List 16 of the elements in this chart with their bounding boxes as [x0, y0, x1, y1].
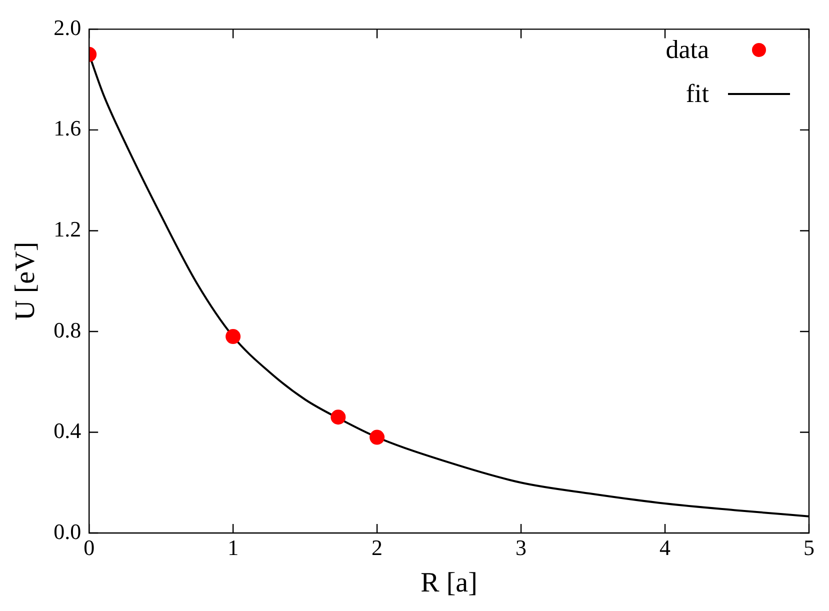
legend-label: data [666, 35, 709, 65]
x-tick-label: 2 [372, 534, 383, 560]
y-tick-label: 0.8 [54, 317, 82, 342]
x-tick-label: 1 [228, 534, 239, 560]
x-tick-label: 0 [84, 534, 95, 560]
y-axis-title: U [eV] [10, 242, 42, 320]
x-tick-label: 3 [516, 534, 527, 560]
y-tick-label: 2.0 [54, 14, 82, 40]
legend-label: fit [686, 79, 709, 109]
y-tick-label: 0.0 [54, 518, 82, 544]
x-tick-label: 4 [660, 534, 671, 560]
y-tick-label: 1.6 [54, 116, 82, 141]
x-axis-title: R [a] [420, 568, 478, 599]
x-tick-label: 5 [804, 534, 814, 560]
y-tick-label: 0.4 [54, 418, 82, 444]
y-tick-label: 1.2 [54, 216, 82, 242]
